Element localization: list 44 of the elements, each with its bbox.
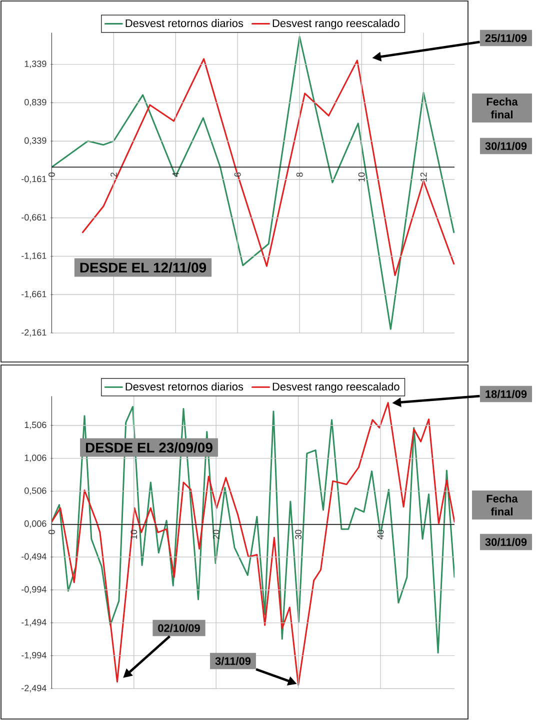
legend-label: Desvest rango reescalado: [272, 19, 400, 30]
y-tick-label: -0,994: [22, 586, 46, 594]
y-tick-label: -1,494: [22, 619, 46, 627]
x-tick-label: 6: [234, 172, 241, 177]
line-series: [82, 58, 454, 276]
text: Fecha final: [486, 98, 518, 118]
legend-label: Desvest retornos diarios: [126, 382, 244, 391]
text: 30/11/09: [485, 142, 527, 150]
y-tick-label: 0,006: [24, 520, 46, 528]
y-tick-label: -1,161: [22, 252, 46, 260]
x-tick-label: 0: [48, 172, 55, 177]
y-tick-label: -1,661: [22, 290, 46, 298]
y-tick-label: -0,494: [22, 553, 46, 561]
y-tick-label: 1,339: [24, 60, 46, 68]
annotation: DESDE EL 23/09/09: [86, 442, 212, 453]
x-tick-label: 8: [296, 172, 303, 177]
y-tick-label: 0,506: [24, 487, 46, 495]
y-tick-label: -0,661: [22, 214, 46, 222]
annotation: 02/10/09: [158, 624, 200, 632]
text: 30/11/09: [485, 538, 527, 546]
y-tick-label: 1,006: [24, 454, 46, 462]
x-tick-label: 2: [110, 172, 117, 177]
x-tick-label: 0: [48, 530, 55, 534]
y-tick-label: 0,339: [24, 137, 46, 145]
y-tick-label: 0,839: [24, 99, 46, 106]
legend-label: Desvest retornos diarios: [126, 19, 244, 28]
y-tick-label: -2,494: [22, 684, 46, 692]
x-tick-label: 40: [377, 530, 384, 540]
x-tick-label: 4: [172, 172, 179, 177]
legend-label: Desvest rango reescalado: [272, 382, 400, 393]
y-tick-label: 1,506: [24, 422, 46, 430]
x-tick-label: 20: [212, 530, 220, 540]
x-tick-label: 30: [295, 530, 302, 540]
text: 25/11/09: [485, 34, 527, 42]
annotation: 3/11/09: [215, 656, 251, 666]
y-tick-label: -0,161: [22, 176, 46, 184]
y-tick-label: -2,161: [22, 329, 46, 337]
x-tick-label: 10: [130, 530, 138, 539]
x-tick-label: 10: [358, 172, 365, 182]
x-tick-label: 12: [420, 172, 427, 182]
text: Fecha final: [486, 494, 518, 516]
annotation: DESDE EL 12/11/09: [80, 262, 206, 273]
text: 18/11/09: [486, 390, 527, 398]
y-tick-label: -1,994: [22, 652, 46, 660]
